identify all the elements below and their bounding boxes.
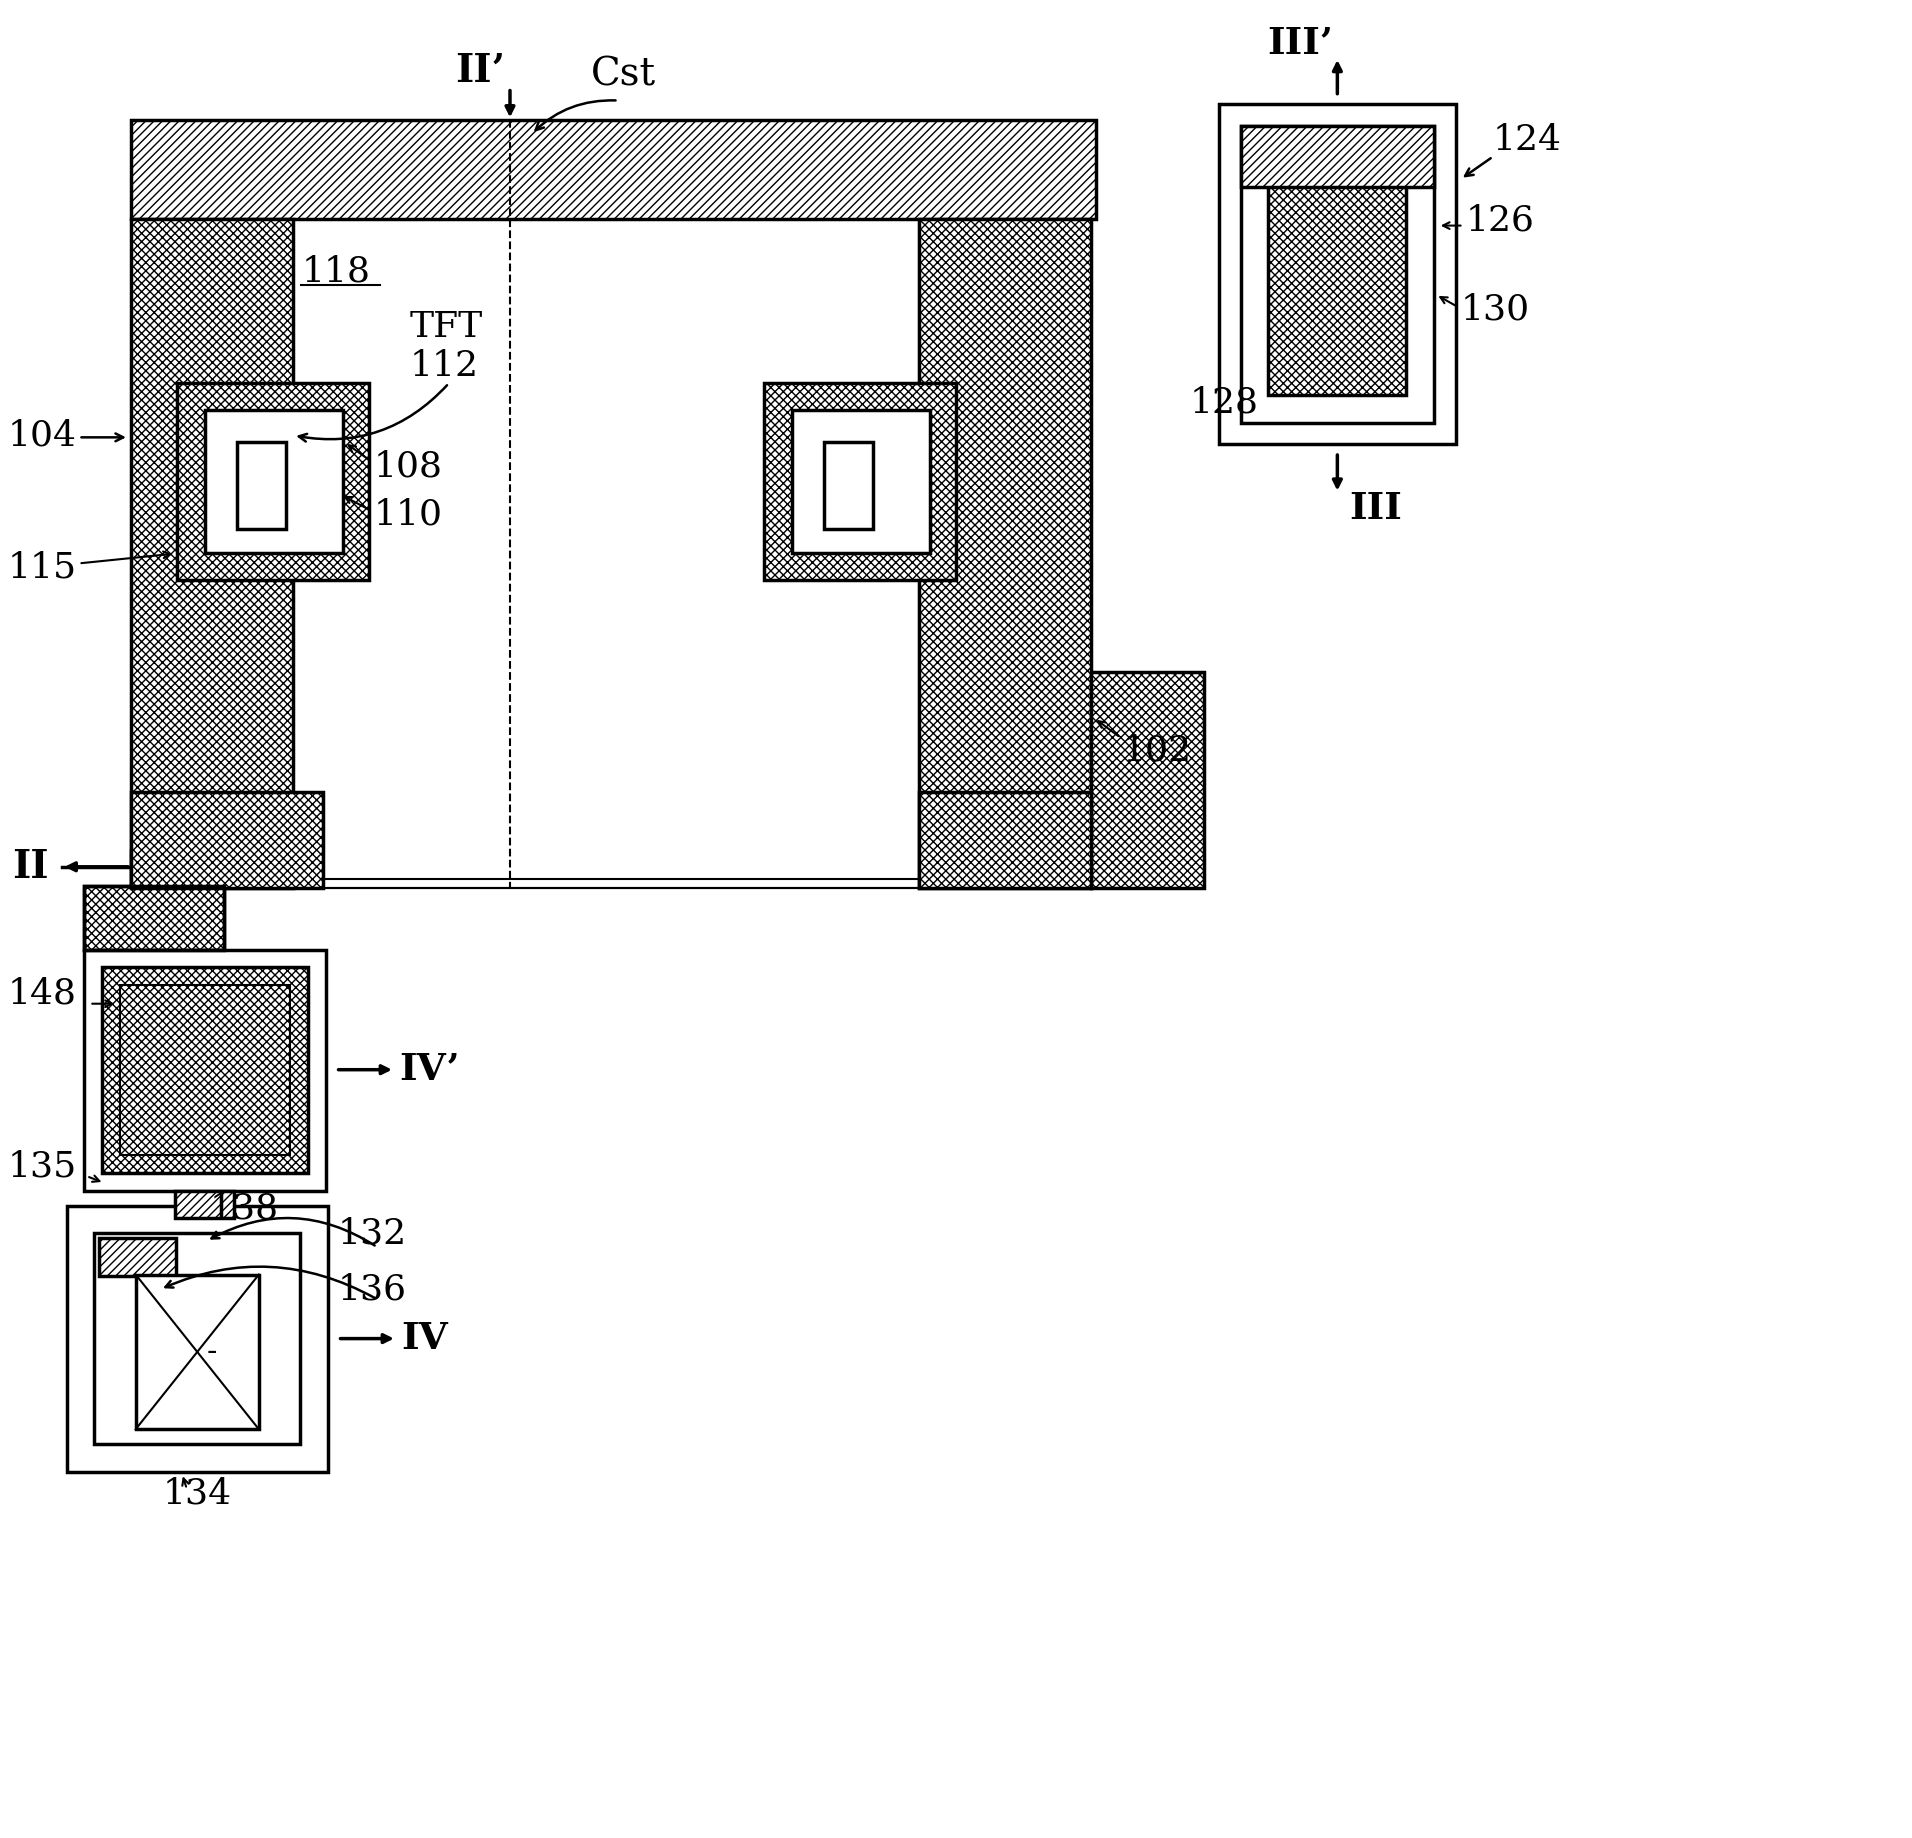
Bar	[94, 1233, 300, 1445]
Bar	[99, 1239, 176, 1276]
Text: Cst: Cst	[591, 57, 656, 94]
Bar	[84, 950, 325, 1191]
Text: 130: 130	[1461, 292, 1530, 327]
Bar	[130, 219, 293, 888]
Bar	[824, 443, 874, 529]
Text: 132: 132	[338, 1217, 407, 1250]
Bar	[293, 219, 920, 888]
Bar	[1241, 127, 1434, 423]
Bar	[792, 410, 929, 553]
Text: 124: 124	[1493, 123, 1562, 156]
Bar	[67, 1206, 327, 1472]
Bar	[101, 967, 308, 1173]
Text: 110: 110	[375, 498, 444, 531]
Text: 104: 104	[8, 419, 76, 452]
Text: TFT: TFT	[409, 311, 482, 344]
Bar	[1220, 105, 1455, 445]
Text: 108: 108	[375, 450, 444, 483]
Bar	[237, 443, 287, 529]
Bar	[1092, 671, 1205, 888]
Bar	[920, 219, 1092, 888]
Text: II’: II’	[455, 51, 505, 90]
Text: 128: 128	[1189, 386, 1258, 419]
Bar	[920, 792, 1092, 888]
Bar	[136, 1274, 258, 1430]
Text: 115: 115	[8, 550, 76, 584]
Text: 126: 126	[1465, 204, 1533, 237]
Bar	[84, 886, 224, 950]
Text: III’: III’	[1268, 26, 1333, 62]
Bar	[205, 410, 342, 553]
Text: 102: 102	[1122, 733, 1191, 768]
Bar	[120, 985, 291, 1156]
Text: IV’: IV’	[400, 1051, 461, 1088]
Text: II: II	[13, 847, 50, 886]
Bar	[1268, 154, 1407, 395]
Bar	[765, 382, 956, 581]
Text: -: -	[206, 1336, 216, 1367]
Text: 134: 134	[163, 1476, 231, 1511]
Text: 136: 136	[338, 1272, 407, 1307]
Text: 112: 112	[409, 349, 478, 384]
Bar	[130, 119, 1096, 219]
Text: III: III	[1350, 489, 1401, 528]
Text: 118: 118	[302, 255, 371, 289]
Text: 138: 138	[210, 1191, 279, 1226]
Bar	[84, 886, 224, 950]
Bar	[130, 792, 323, 888]
Bar	[176, 1191, 233, 1219]
Text: 135: 135	[8, 1149, 76, 1184]
Bar	[1241, 127, 1434, 187]
Text: 148: 148	[8, 976, 76, 1011]
Bar	[178, 382, 369, 581]
Text: IV: IV	[402, 1320, 449, 1356]
